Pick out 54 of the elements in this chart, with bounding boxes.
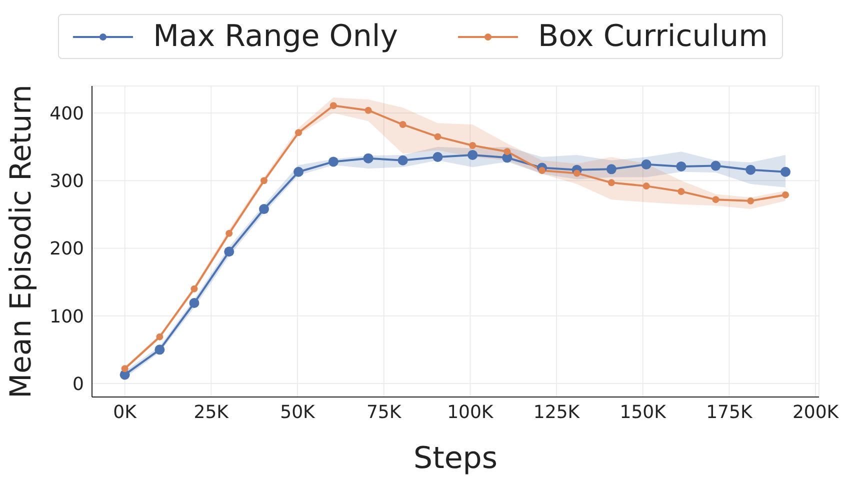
point xyxy=(780,166,790,177)
point xyxy=(642,182,650,190)
x-tick-label: 50K xyxy=(280,402,316,423)
point xyxy=(189,298,200,308)
point xyxy=(399,121,406,128)
point xyxy=(156,333,164,340)
x-tick-label: 100K xyxy=(447,402,494,423)
x-axis-title: Steps xyxy=(414,441,498,476)
point xyxy=(330,102,337,110)
point xyxy=(363,153,374,164)
point xyxy=(468,150,478,160)
point xyxy=(641,159,652,170)
legend-label: Max Range Only xyxy=(153,19,398,54)
x-tick-label: 125K xyxy=(533,402,581,423)
point xyxy=(608,179,615,186)
x-tick-label: 25K xyxy=(194,402,230,423)
x-tick-label: 0K xyxy=(113,402,138,423)
y-tick-label: 100 xyxy=(50,306,84,328)
y-tick-label: 200 xyxy=(50,238,84,260)
point xyxy=(746,164,756,175)
point xyxy=(782,191,789,198)
point xyxy=(190,285,198,292)
x-tick-label: 75K xyxy=(366,402,402,423)
point xyxy=(469,142,476,149)
point xyxy=(121,365,128,372)
point xyxy=(538,167,546,174)
point xyxy=(606,164,616,174)
point xyxy=(364,106,372,114)
point xyxy=(258,204,269,214)
point xyxy=(154,344,165,355)
point xyxy=(712,196,720,204)
point xyxy=(573,170,580,177)
point xyxy=(226,230,233,237)
legend-label: Box Curriculum xyxy=(538,19,768,54)
point xyxy=(434,133,442,140)
point xyxy=(328,156,338,167)
y-tick-label: 400 xyxy=(50,103,84,124)
point xyxy=(710,160,721,171)
x-tick-label: 200K xyxy=(792,402,840,423)
point xyxy=(224,246,234,257)
point xyxy=(678,188,685,195)
point xyxy=(676,161,686,172)
x-tick-label: 150K xyxy=(620,402,668,423)
y-axis-title: Mean Episodic Return xyxy=(3,84,38,398)
point xyxy=(294,166,304,177)
point xyxy=(747,197,754,204)
point xyxy=(432,152,443,162)
point xyxy=(295,129,302,136)
point xyxy=(260,177,268,184)
point xyxy=(504,148,511,156)
y-tick-label: 0 xyxy=(72,374,84,395)
x-tick-label: 175K xyxy=(706,402,754,423)
point xyxy=(398,155,408,166)
y-tick-label: 300 xyxy=(50,171,84,192)
